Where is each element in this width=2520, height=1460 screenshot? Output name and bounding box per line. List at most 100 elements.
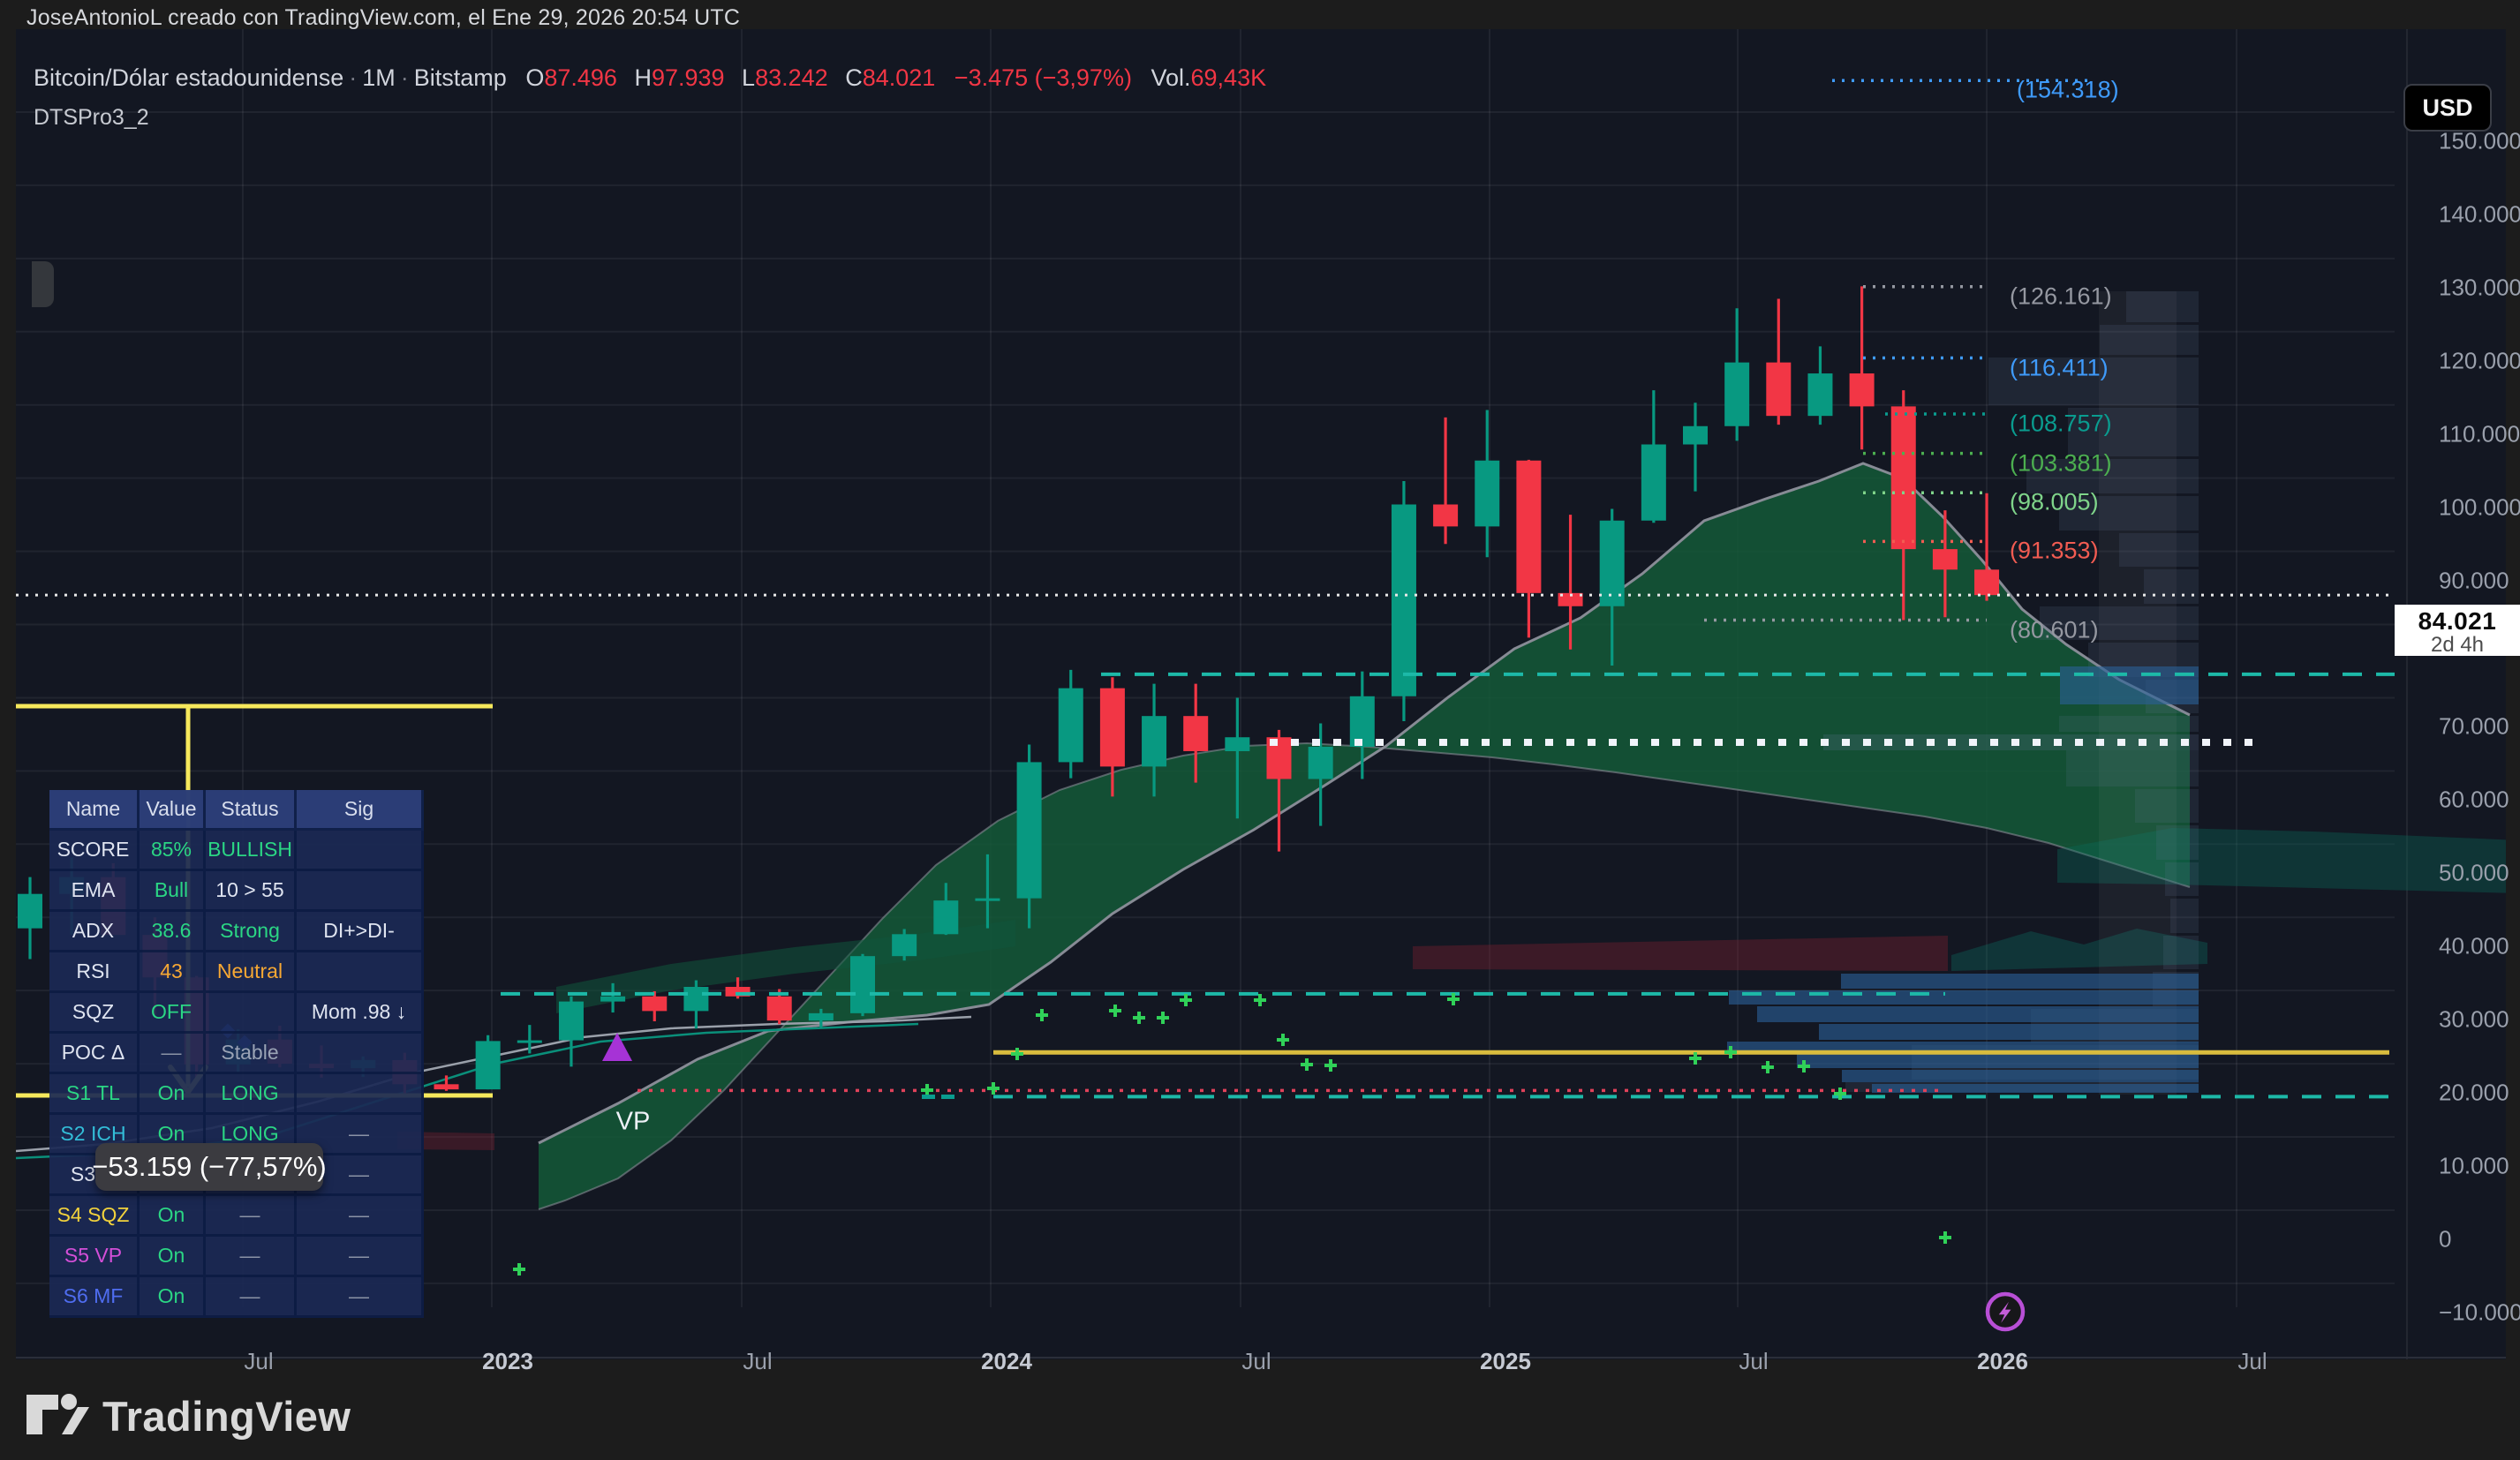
lightning-badge-icon[interactable] (1984, 1291, 2026, 1333)
high-value: 97.939 (651, 64, 725, 91)
vp-bar (2068, 408, 2199, 456)
level-label: (108.757) (2010, 410, 2112, 437)
price-tick: 30.000 (2439, 1005, 2509, 1033)
table-cell-value: — (140, 1034, 206, 1074)
table-cell-sig: — (297, 1196, 424, 1237)
indicator-status-table: Name Value Status Sig SCORE 85% BULLISH EMA Bull… (49, 790, 424, 1318)
change-value: −3.475 (−3,97%) (954, 64, 1132, 91)
candle-body (1058, 688, 1083, 763)
candle-body (1849, 373, 1875, 407)
table-cell-status: LONG (206, 1074, 297, 1115)
table-cell-status: — (206, 1196, 297, 1237)
vp-value-area-bar (2060, 666, 2199, 704)
level-label: (80.601) (2010, 616, 2099, 643)
table-cell-value: On (140, 1237, 206, 1277)
panel-collapse-handle[interactable] (32, 261, 54, 307)
table-cell-sig: — (297, 1277, 424, 1318)
table-cell-sig (297, 831, 424, 871)
table-cell-name: S5 VP (49, 1237, 140, 1277)
vp-bar (2040, 606, 2199, 640)
vp-value-area-bar (1757, 1006, 2199, 1022)
candle-body (933, 900, 959, 935)
candle-body (1890, 406, 1916, 550)
interval[interactable]: 1M (362, 64, 396, 91)
candle-body (1641, 444, 1666, 521)
candle-body (558, 1001, 584, 1041)
candle-body (766, 996, 792, 1021)
exchange[interactable]: Bitstamp (413, 64, 507, 91)
vp-value-area-bar (1819, 1024, 2199, 1040)
table-cell-name: SQZ (49, 993, 140, 1034)
symbol-header[interactable]: Bitcoin/Dólar estadounidense · 1M · Bitstamp… (34, 64, 1266, 92)
dot-separator: · (400, 64, 409, 91)
candle-body (892, 934, 917, 957)
vp-bar (2170, 899, 2199, 933)
time-tick: 2023 (482, 1348, 533, 1374)
vp-value-area-bar (1729, 990, 2199, 1005)
projection-band (2057, 828, 2506, 893)
table-cell-sig: — (297, 1115, 424, 1155)
price-tick: 20.000 (2439, 1079, 2509, 1106)
candle-body (1558, 592, 1583, 606)
candle-body (808, 1012, 834, 1021)
level-label: (91.353) (2010, 537, 2099, 564)
chart-panel[interactable]: Name Value Status Sig SCORE 85% BULLISH EMA Bull… (16, 29, 2520, 1374)
candle-body (642, 996, 668, 1012)
symbol-title[interactable]: Bitcoin/Dólar estadounidense (34, 64, 344, 91)
vp-value-area-bar (1872, 1084, 2199, 1093)
time-tick: Jul (244, 1348, 274, 1374)
candle-body (1974, 569, 2000, 596)
candle-body (1807, 373, 1833, 417)
table-cell-name: SCORE (49, 831, 140, 871)
close-value: 84.021 (862, 64, 936, 91)
table-cell-sig (297, 952, 424, 993)
price-tick: 100.000 (2439, 493, 2520, 521)
table-cell-name: ADX (49, 912, 140, 952)
time-tick: Jul (743, 1348, 773, 1374)
volume-label: Vol. (1151, 64, 1191, 91)
vp-bar (2100, 325, 2199, 355)
table-cell-status: Strong (206, 912, 297, 952)
time-tick: 2026 (1977, 1348, 2028, 1374)
vp-bar (2059, 496, 2199, 531)
price-tick: 50.000 (2439, 859, 2509, 886)
table-cell-value: 38.6 (140, 912, 206, 952)
price-tick: 10.000 (2439, 1152, 2509, 1179)
current-price-label: 84.021 2d 4h (2395, 605, 2520, 657)
vp-value-area-bar (1841, 974, 2199, 989)
current-price-value: 84.021 (2418, 607, 2497, 635)
projection-wisps (1951, 929, 2207, 971)
table-cell-value: 43 (140, 952, 206, 993)
candle-body (475, 1041, 501, 1090)
indicator-name[interactable]: DTSPro3_2 (34, 105, 149, 130)
measure-tooltip: −53.159 (−77,57%) (92, 1143, 327, 1191)
candle-body (1391, 504, 1416, 696)
price-tick: 130.000 (2439, 274, 2520, 301)
vp-value-area-bar (1842, 1070, 2199, 1082)
table-cell-sig (297, 871, 424, 912)
table-cell-sig: — (297, 1237, 424, 1277)
candle-body (1433, 504, 1459, 527)
candle-body (1599, 520, 1625, 606)
dot-separator: · (349, 64, 358, 91)
candle-body (1766, 362, 1792, 417)
vp-bar (2026, 459, 2199, 493)
level-label: (126.161) (2010, 282, 2112, 310)
bearish-cloud-band (1413, 936, 1948, 971)
currency-toggle-button[interactable]: USD (2403, 84, 2492, 132)
price-tick: 120.000 (2439, 347, 2520, 374)
candle-body (1183, 716, 1209, 751)
candle-body (975, 898, 1000, 901)
time-tick: 2024 (981, 1348, 1032, 1374)
level-label: (103.381) (2010, 449, 2112, 477)
table-cell-status: 10 > 55 (206, 871, 297, 912)
low-value: 83.242 (755, 64, 828, 91)
price-tick: 90.000 (2439, 567, 2509, 594)
level-label: (98.005) (2010, 488, 2099, 516)
table-cell-status: Neutral (206, 952, 297, 993)
price-tick: 150.000 (2439, 127, 2520, 154)
tradingview-logo[interactable]: TradingView (25, 1384, 351, 1448)
vp-bar (2126, 291, 2199, 322)
vp-anchor-label: VP (615, 1107, 651, 1136)
